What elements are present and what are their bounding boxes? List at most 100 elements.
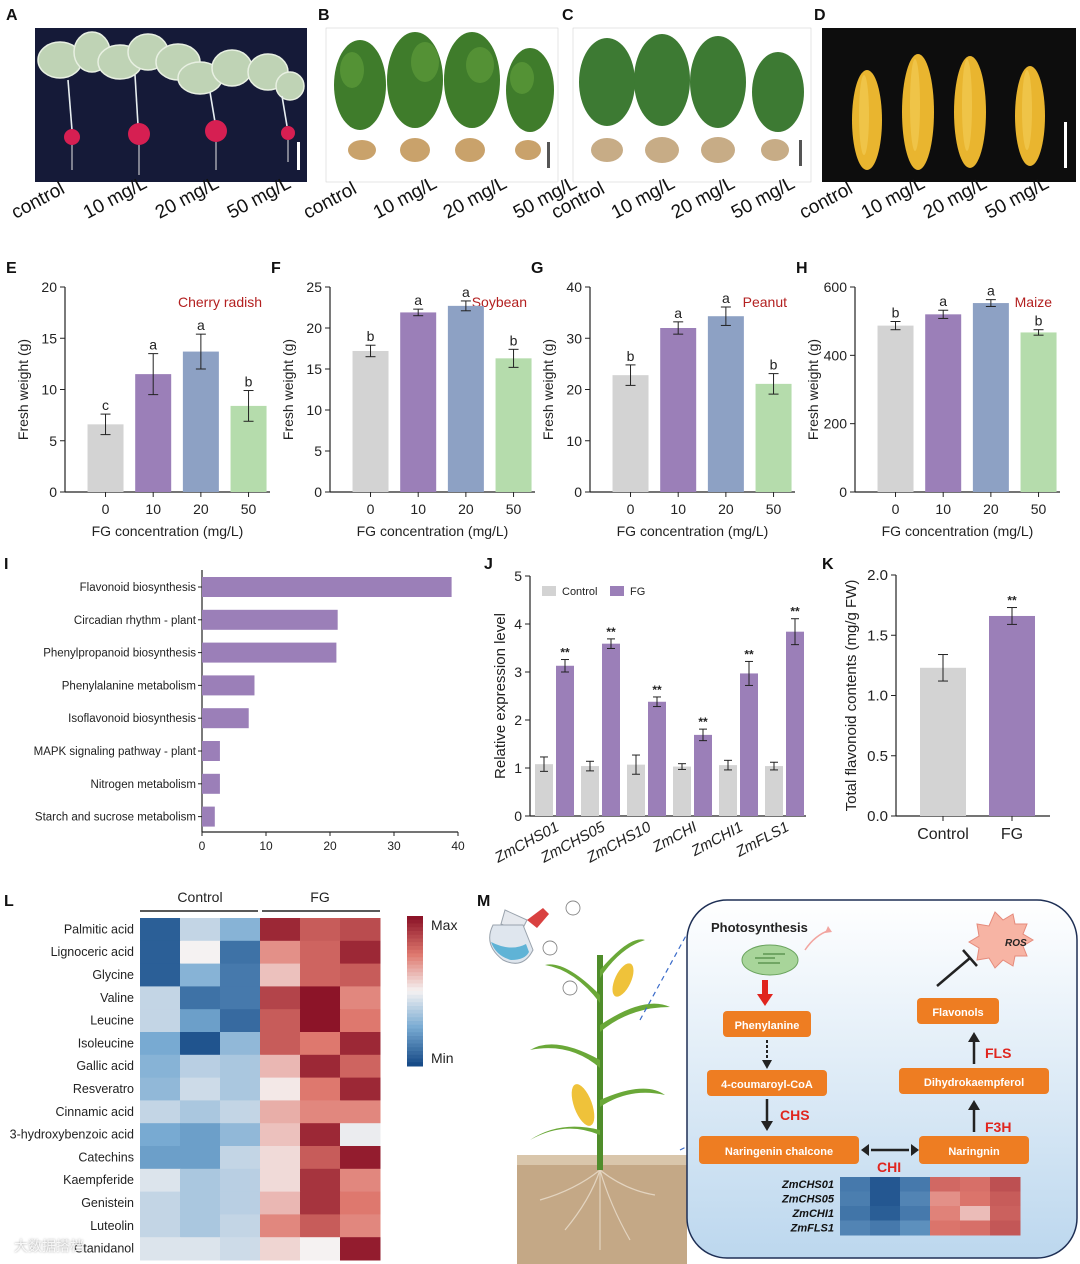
heatmap-cell — [140, 1009, 181, 1033]
heatmap-row-label: Lignoceric acid — [51, 945, 134, 959]
y-tick-label: 0 — [314, 484, 322, 500]
y-tick-label: 2.0 — [867, 567, 888, 584]
heatmap-cell — [260, 1054, 301, 1079]
heatmap-cell — [340, 918, 381, 942]
gene-heat-cell — [840, 1220, 871, 1236]
peanut-photo — [572, 27, 812, 183]
heatmap-cell — [260, 963, 301, 987]
ros-label: ROS — [1005, 938, 1027, 949]
node-coumaroyl-coa: 4-coumaroyl-CoA — [707, 1070, 827, 1096]
significance-letter: a — [722, 290, 730, 306]
x-axis-label: FG concentration (mg/L) — [92, 523, 244, 539]
color-scale-segment — [407, 1017, 423, 1022]
x-tick-label: 20 — [983, 501, 999, 517]
heatmap-cell — [260, 1237, 301, 1261]
heatmap-cell — [140, 1168, 181, 1193]
heatmap-cell — [180, 1077, 221, 1101]
significance-letter: b — [627, 348, 635, 364]
panel-letter-l: L — [4, 893, 14, 910]
y-axis-label: Fresh weight (g) — [540, 339, 556, 440]
significance-letter: a — [462, 284, 470, 300]
color-scale-segment — [407, 916, 423, 921]
significance-mark: ** — [698, 715, 708, 729]
gene-heat-cell — [960, 1177, 991, 1192]
heatmap-cell — [180, 1100, 221, 1124]
color-scale-segment — [407, 946, 423, 951]
significance-mark: ** — [560, 646, 570, 660]
significance-letter: a — [197, 317, 205, 333]
heatmap-cell — [220, 1077, 261, 1101]
panel-letter-a: A — [6, 7, 18, 24]
chloroplast-icon — [741, 944, 799, 976]
heatmap-cell — [300, 986, 341, 1010]
bar — [182, 351, 219, 492]
significance-letter: a — [939, 293, 947, 309]
x-tick-label: 30 — [387, 839, 401, 853]
legend-label-control: Control — [562, 586, 597, 598]
x-tick-label: 0 — [199, 839, 206, 853]
heatmap-cell — [140, 1054, 181, 1079]
panel-letter-b: B — [318, 7, 330, 24]
bar — [786, 631, 804, 816]
heatmap-cell — [220, 1123, 261, 1147]
heatmap-cell — [300, 1123, 341, 1147]
heatmap-cell — [220, 1009, 261, 1033]
color-scale-segment — [407, 1043, 423, 1048]
heatmap-cell — [260, 1123, 301, 1147]
significance-mark: ** — [744, 647, 754, 661]
heatmap-cell — [260, 986, 301, 1010]
svg-text:Naringnin: Naringnin — [948, 1146, 1000, 1158]
heatmap-cell — [140, 1237, 181, 1261]
gene-heat-cell — [900, 1220, 931, 1236]
significance-letter: a — [674, 305, 682, 321]
bar — [627, 764, 645, 816]
x-tick-label: 20 — [193, 501, 209, 517]
bar — [765, 766, 783, 816]
node-phenylanine: Phenylanine — [723, 1011, 811, 1037]
x-tick-label: 20 — [323, 839, 337, 853]
heatmap-cell — [140, 986, 181, 1010]
y-axis-label: Fresh weight (g) — [15, 339, 31, 440]
heatmap-cell — [260, 1100, 301, 1124]
y-tick-label: 15 — [41, 330, 57, 346]
color-scale-segment — [407, 1047, 423, 1052]
heatmap-cell — [140, 918, 181, 942]
gene-heat-cell — [900, 1191, 931, 1207]
heatmap-cell — [220, 1054, 261, 1079]
heatmap-cell — [260, 1168, 301, 1193]
x-tick-label: 10 — [670, 501, 686, 517]
bar — [972, 303, 1009, 492]
x-tick-label: 0 — [367, 501, 375, 517]
y-tick-label: 1 — [514, 760, 522, 776]
x-tick-label: 0 — [892, 501, 900, 517]
heatmap-cell — [180, 1168, 221, 1193]
x-axis-label: FG concentration (mg/L) — [617, 523, 769, 539]
bar — [202, 609, 338, 630]
heatmap-cell — [180, 940, 221, 965]
enzyme-f3h: F3H — [985, 1119, 1011, 1135]
bar — [202, 806, 215, 827]
soybean-photo — [325, 27, 559, 183]
heatmap-cell — [300, 1237, 341, 1261]
heatmap-row-label: Cinnamic acid — [55, 1105, 134, 1119]
chart-title: Peanut — [743, 294, 787, 310]
bar — [495, 358, 532, 492]
bar — [648, 701, 666, 816]
heatmap-cell — [340, 1146, 381, 1170]
heatmap-row-label: Gallic acid — [76, 1059, 134, 1073]
color-scale-segment — [407, 1021, 423, 1026]
color-scale-segment — [407, 942, 423, 947]
enzyme-fls: FLS — [985, 1045, 1011, 1061]
bar — [660, 328, 697, 492]
gene-heat-cell — [930, 1191, 961, 1207]
enzyme-chs: CHS — [780, 1107, 810, 1123]
heatmap-cell — [180, 918, 221, 942]
bar — [740, 673, 758, 816]
heatmap-cell — [300, 940, 341, 965]
gene-heat-cell — [990, 1177, 1021, 1192]
panel-letter-e: E — [6, 260, 17, 277]
x-tick-label: 10 — [259, 839, 273, 853]
y-axis-label: Relative expression level — [492, 613, 509, 779]
heatmap-cell — [180, 1054, 221, 1079]
bar — [877, 325, 914, 492]
